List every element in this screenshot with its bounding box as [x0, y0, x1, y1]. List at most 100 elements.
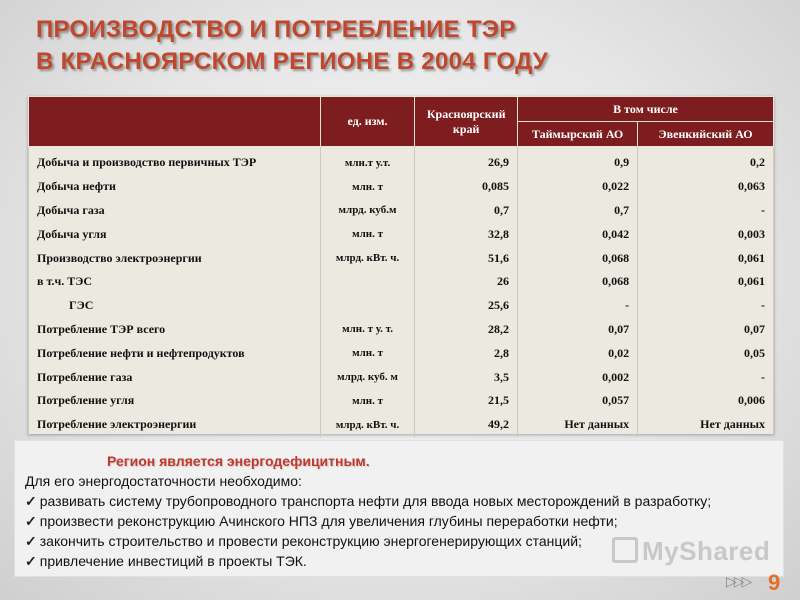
- list-item-text: привлечение инвестиций в проекты ТЭК.: [39, 553, 307, 569]
- requirements-list: ✓ развивать систему трубопроводного транс…: [25, 491, 711, 571]
- row-region-value: 51,6: [414, 246, 519, 270]
- table-row: ГЭС 25,6- -: [28, 293, 774, 318]
- table-row: Потребление газа млрд. куб. м 3,5 0,002-: [28, 365, 774, 389]
- row-unit: [319, 269, 416, 294]
- row-region-value: 49,2: [414, 412, 519, 437]
- list-item: ✓ привлечение инвестиций в проекты ТЭК.: [25, 551, 711, 571]
- row-taimyr-value: 0,002: [517, 365, 639, 389]
- watermark-text: MyShared: [642, 536, 771, 566]
- row-taimyr-value: 0,9: [517, 146, 639, 175]
- row-taimyr-value: 0,057: [517, 388, 639, 413]
- header-unit: ед. изм.: [319, 96, 416, 147]
- row-region-value: 0,7: [414, 198, 519, 223]
- slide-title: ПРОИЗВОДСТВО И ПОТРЕБЛЕНИЕ ТЭР В КРАСНОЯ…: [36, 14, 776, 78]
- row-region-value: 25,6: [414, 293, 519, 318]
- table-row: Потребление угля млн. т 21,5 0,057 0,006: [28, 388, 774, 413]
- row-unit: млрд. куб. м: [319, 365, 416, 389]
- row-name: Потребление ТЭР всего: [28, 317, 321, 342]
- row-name: Добыча нефти: [28, 174, 321, 199]
- header-group: В том числе: [517, 96, 774, 122]
- row-taimyr-value: 0,02: [517, 341, 639, 366]
- row-unit: млн.т у.т.: [319, 146, 416, 175]
- table-row: Добыча газа млрд. куб.м 0,7 0,7-: [28, 198, 774, 223]
- row-name: Добыча угля: [28, 222, 321, 247]
- table-row: в т.ч. ТЭС 26 0,068 0,061: [28, 269, 774, 294]
- row-unit: млрд. кВт. ч.: [319, 412, 416, 437]
- header-name-empty: [28, 96, 321, 147]
- list-item-text: развивать систему трубопроводного трансп…: [39, 493, 712, 509]
- data-table-container: ед. изм. Красноярский край В том числе Т…: [28, 96, 774, 437]
- check-icon: ✓: [25, 513, 37, 529]
- row-evenk-value: 0,05: [637, 341, 774, 366]
- title-line-1: ПРОИЗВОДСТВО И ПОТРЕБЛЕНИЕ ТЭР: [36, 16, 516, 43]
- table-row: Потребление нефти и нефтепродуктов млн. т…: [28, 341, 774, 366]
- row-taimyr-value: 0,7: [517, 198, 639, 223]
- row-unit: млн. т у. т.: [319, 317, 416, 342]
- row-name: Производство электроэнергии: [28, 246, 321, 270]
- row-unit: млн. т: [319, 341, 416, 366]
- row-evenk-value: 0,061: [637, 269, 774, 294]
- row-region-value: 0,085: [414, 174, 519, 199]
- energy-table: ед. изм. Красноярский край В том числе Т…: [28, 96, 774, 437]
- presentation-icon: [612, 537, 638, 563]
- row-name: Потребление угля: [28, 388, 321, 413]
- header-evenk: Эвенкийский АО: [637, 121, 774, 147]
- row-taimyr-value: 0,068: [517, 246, 639, 270]
- row-taimyr-value: 0,022: [517, 174, 639, 199]
- row-evenk-value: 0,006: [637, 388, 774, 413]
- table-row: Потребление электроэнергии млрд. кВт. ч. 4…: [28, 412, 774, 437]
- row-name: Потребление газа: [28, 365, 321, 389]
- row-region-value: 26: [414, 269, 519, 294]
- deficit-statement: Регион является энергодефицитным.: [107, 453, 370, 469]
- row-evenk-value: -: [637, 293, 774, 318]
- table-row: Потребление ТЭР всего млн. т у. т. 28,2 0,0…: [28, 317, 774, 342]
- row-evenk-value: 0,2: [637, 146, 774, 175]
- row-name: в т.ч. ТЭС: [28, 269, 321, 294]
- row-evenk-value: 0,003: [637, 222, 774, 247]
- list-item-text: произвести реконструкцию Ачинского НПЗ д…: [39, 513, 618, 529]
- row-region-value: 32,8: [414, 222, 519, 247]
- list-item: ✓ развивать систему трубопроводного транс…: [25, 491, 711, 511]
- row-region-value: 21,5: [414, 388, 519, 413]
- row-evenk-value: 0,061: [637, 246, 774, 270]
- list-item: ✓ закончить строительство и провести реко…: [25, 531, 711, 551]
- row-taimyr-value: 0,07: [517, 317, 639, 342]
- check-icon: ✓: [25, 533, 37, 549]
- conclusion-box: Регион является энергодефицитным. Для ег…: [14, 440, 784, 577]
- row-name: ГЭС: [28, 293, 321, 318]
- row-taimyr-value: -: [517, 293, 639, 318]
- header-region: Красноярский край: [414, 96, 519, 147]
- row-unit: млн. т: [319, 222, 416, 247]
- table-row: Добыча и производство первичных ТЭР млн.т…: [28, 146, 774, 175]
- check-icon: ✓: [25, 553, 37, 569]
- requirements-intro: Для его энергодостаточности необходимо:: [25, 473, 302, 489]
- row-unit: [319, 293, 416, 318]
- title-line-2: В КРАСНОЯРСКОМ РЕГИОНЕ В 2004 ГОДУ: [36, 48, 549, 75]
- row-region-value: 26,9: [414, 146, 519, 175]
- table-row: Добыча угля млн. т 32,8 0,042 0,003: [28, 222, 774, 247]
- row-unit: млн. т: [319, 388, 416, 413]
- page-number: 9: [768, 570, 781, 595]
- next-arrows-icon[interactable]: ▷▷▷: [726, 573, 752, 589]
- row-unit: млн. т: [319, 174, 416, 199]
- watermark-logo: MyShared: [612, 536, 770, 567]
- row-taimyr-value: 0,068: [517, 269, 639, 294]
- row-name: Добыча газа: [28, 198, 321, 223]
- table-row: Производство электроэнергии млрд. кВт. ч.…: [28, 246, 774, 270]
- row-region-value: 28,2: [414, 317, 519, 342]
- row-evenk-value: Нет данных: [637, 412, 774, 437]
- list-item-text: закончить строительство и провести рекон…: [39, 533, 582, 549]
- row-unit: млрд. куб.м: [319, 198, 416, 223]
- row-name: Потребление электроэнергии: [28, 412, 321, 437]
- row-evenk-value: -: [637, 198, 774, 223]
- row-evenk-value: 0,07: [637, 317, 774, 342]
- check-icon: ✓: [25, 493, 37, 509]
- row-taimyr-value: Нет данных: [517, 412, 639, 437]
- row-name: Потребление нефти и нефтепродуктов: [28, 341, 321, 366]
- row-taimyr-value: 0,042: [517, 222, 639, 247]
- row-unit: млрд. кВт. ч.: [319, 246, 416, 270]
- list-item: ✓ произвести реконструкцию Ачинского НПЗ …: [25, 511, 711, 531]
- row-evenk-value: -: [637, 365, 774, 389]
- row-region-value: 2,8: [414, 341, 519, 366]
- header-taimyr: Таймырский АО: [517, 121, 639, 147]
